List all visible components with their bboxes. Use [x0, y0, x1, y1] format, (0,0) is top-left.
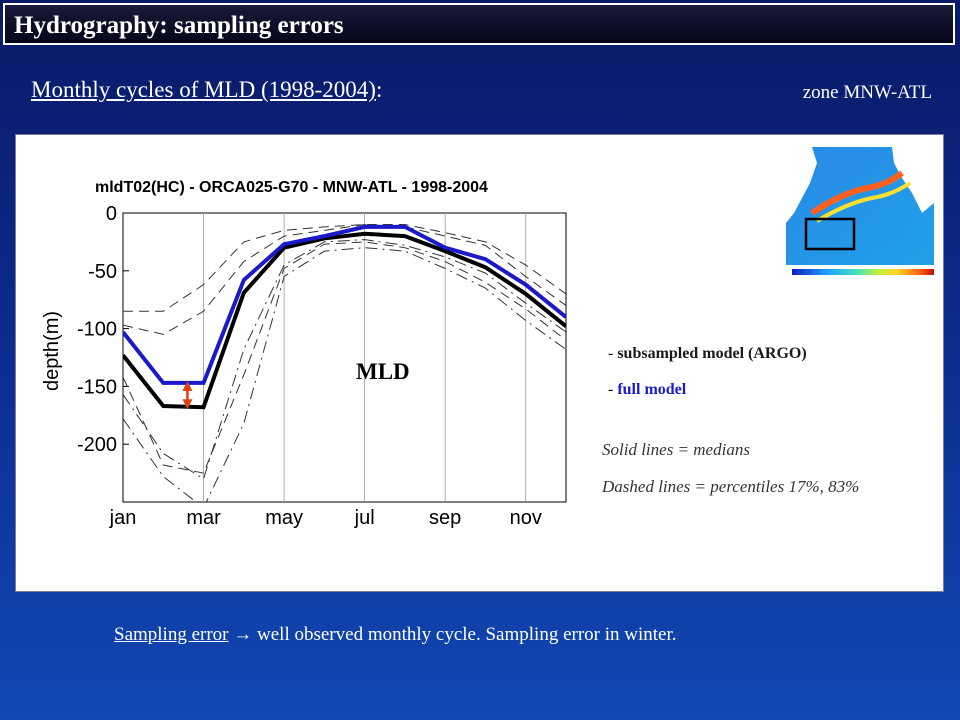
- series-line-1: [123, 231, 566, 410]
- footer-arrow: →: [233, 624, 253, 645]
- subtitle-colon: :: [375, 77, 383, 102]
- series-line-2: [123, 224, 566, 312]
- title-bar: Hydrography: sampling errors: [3, 3, 955, 45]
- x-tick-label: jul: [354, 507, 375, 529]
- y-tick-label: -150: [77, 376, 117, 398]
- map-current: [810, 170, 904, 216]
- series-line-6: [123, 247, 566, 502]
- y-tick-label: -200: [77, 434, 117, 456]
- legend-dash: -: [608, 381, 614, 398]
- footer-link: Sampling error: [114, 624, 229, 645]
- series-line-3: [123, 224, 566, 335]
- subtitle: Monthly cycles of MLD (1998-2004):: [31, 77, 382, 103]
- zone-label: zone MNW-ATL: [802, 82, 932, 103]
- note-medians: Solid lines = medians: [602, 440, 750, 459]
- legend-label-full: full model: [617, 381, 687, 398]
- inset-map: [786, 147, 934, 275]
- error-arrow-head-bottom: [182, 399, 193, 410]
- series-line-5: [123, 239, 566, 480]
- map-land-europe: [892, 147, 934, 213]
- legend-label-subsampled: subsampled model (ARGO): [617, 345, 807, 362]
- x-tick-label: jan: [109, 507, 137, 529]
- subtitle-main: Monthly cycles of MLD (1998-2004): [31, 77, 376, 102]
- page-title: Hydrography: sampling errors: [14, 12, 344, 39]
- map-current-glow: [815, 181, 912, 223]
- legend-item-full: - full model: [608, 381, 686, 399]
- legend-item-subsampled: - subsampled model (ARGO): [608, 345, 807, 363]
- y-tick-label: 0: [106, 203, 117, 225]
- x-tick-label: nov: [510, 507, 542, 529]
- mld-annotation: MLD: [356, 359, 410, 384]
- x-tick-label: sep: [429, 507, 461, 529]
- chart-panel: mldT02(HC) - ORCA025-G70 - MNW-ATL - 199…: [15, 134, 944, 592]
- footer-body: well observed monthly cycle. Sampling er…: [252, 624, 677, 645]
- y-tick-label: -50: [88, 261, 117, 283]
- y-axis-label: depth(m): [41, 311, 63, 391]
- map-colorbar: [792, 269, 934, 275]
- series-line-0: [123, 224, 566, 385]
- note-percentiles: Dashed lines = percentiles 17%, 83%: [602, 477, 860, 496]
- legend-dash: -: [608, 345, 614, 362]
- y-tick-label: -100: [77, 319, 117, 341]
- x-tick-label: mar: [186, 507, 221, 529]
- mld-chart: mldT02(HC) - ORCA025-G70 - MNW-ATL - 199…: [41, 179, 567, 529]
- chart-title: mldT02(HC) - ORCA025-G70 - MNW-ATL - 199…: [95, 179, 488, 196]
- error-arrow-head-top: [182, 380, 193, 391]
- series-line-4: [123, 241, 566, 474]
- map-land-north-america: [786, 147, 817, 223]
- footer-text: Sampling error → well observed monthly c…: [114, 624, 677, 646]
- x-tick-label: may: [265, 507, 303, 529]
- map-zone-box: [804, 217, 856, 251]
